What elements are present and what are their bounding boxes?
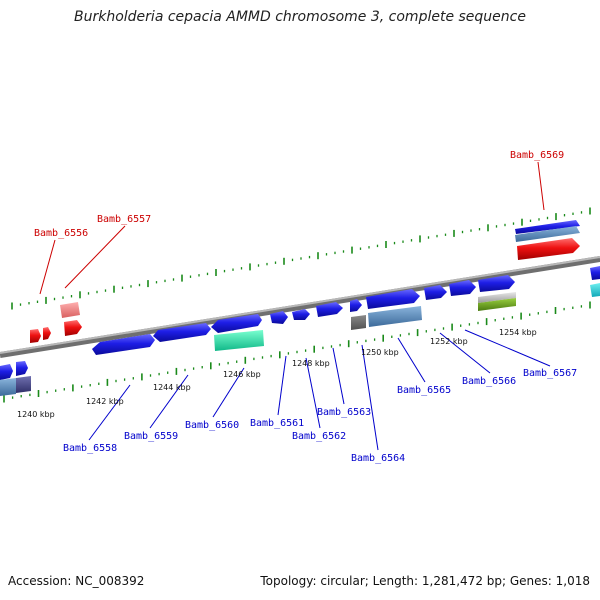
leader-bamb-6557: [64, 225, 126, 289]
gene-arrow[interactable]: [211, 314, 262, 333]
gene-bar[interactable]: [368, 306, 422, 327]
leader-bamb-6569: [537, 161, 545, 211]
gene-label[interactable]: Bamb_6558: [63, 443, 117, 454]
forward-genes: [270, 220, 600, 324]
leader-bamb-6564: [361, 344, 379, 451]
scale-label: 1244 kbp: [153, 383, 191, 392]
leader-bamb-6561: [277, 355, 287, 416]
leader-bamb-6558: [88, 384, 131, 441]
gene-bar[interactable]: [478, 292, 516, 303]
scale-label: 1254 kbp: [499, 328, 537, 337]
gene-arrow[interactable]: [270, 311, 288, 324]
gene-arrow[interactable]: [590, 266, 600, 280]
gene-bamb-6569[interactable]: [515, 220, 580, 234]
gene-bar[interactable]: [478, 298, 516, 311]
gene-bamb-6556[interactable]: [30, 329, 41, 343]
scale-label: 1240 kbp: [17, 410, 55, 419]
gene-labels: Bamb_6556 Bamb_6557 Bamb_6569 Bamb_6558 …: [34, 150, 577, 464]
gene-arrow[interactable]: [478, 275, 515, 292]
leader-bamb-6562: [305, 357, 321, 429]
gene-bar[interactable]: [0, 378, 16, 396]
gene-bar[interactable]: [351, 315, 366, 330]
scale-label: 1246 kbp: [223, 370, 261, 379]
gene-arrow[interactable]: [92, 334, 155, 355]
gene-arrow[interactable]: [292, 309, 310, 320]
lower-scale-ticks: [3, 301, 591, 403]
gene-arrow[interactable]: [449, 280, 476, 296]
backbone-shadow: [0, 256, 600, 358]
scale-label: 1242 kbp: [86, 397, 124, 406]
leader-bamb-6566: [439, 332, 491, 374]
gene-bar[interactable]: [515, 226, 580, 242]
leader-lines: [39, 161, 551, 451]
gene-arrow[interactable]: [0, 364, 13, 380]
leader-bamb-6563: [332, 347, 345, 405]
gene-label[interactable]: Bamb_6557: [97, 214, 151, 225]
accession-text: Accession: NC_008392: [8, 574, 145, 588]
gene-label[interactable]: Bamb_6559: [124, 431, 178, 442]
gene-label[interactable]: Bamb_6560: [185, 420, 239, 431]
gene-label[interactable]: Bamb_6561: [250, 418, 304, 429]
gene-arrow[interactable]: [350, 299, 362, 312]
gene-arrow[interactable]: [153, 323, 211, 342]
gene-bar-red[interactable]: [517, 238, 580, 260]
gene-arrow[interactable]: [16, 361, 28, 376]
gene-label[interactable]: Bamb_6566: [462, 376, 516, 387]
gene-bamb-6556-b[interactable]: [43, 327, 51, 340]
leader-bamb-6567: [464, 329, 551, 367]
leader-bamb-6560: [212, 367, 245, 418]
leader-bamb-6559: [149, 374, 189, 429]
leader-bamb-6556: [39, 239, 56, 295]
gene-label[interactable]: Bamb_6565: [397, 385, 451, 396]
upper-scale-ticks: [11, 207, 591, 310]
gene-arrow[interactable]: [590, 283, 600, 297]
gene-arrow[interactable]: [424, 285, 447, 300]
gene-label[interactable]: Bamb_6567: [523, 368, 577, 379]
gene-bamb-6557-b[interactable]: [64, 320, 82, 336]
gene-label[interactable]: Bamb_6564: [351, 453, 405, 464]
gene-label[interactable]: Bamb_6562: [292, 431, 346, 442]
map-title: Burkholderia cepacia AMMD chromosome 3, …: [74, 9, 526, 25]
topology-text: Topology: circular; Length: 1,281,472 bp…: [260, 574, 590, 588]
reverse-genes: [0, 302, 422, 396]
gene-bar[interactable]: [16, 376, 31, 393]
leader-bamb-6565: [397, 337, 426, 383]
gene-bar[interactable]: [214, 330, 264, 351]
gene-label[interactable]: Bamb_6563: [317, 407, 371, 418]
gene-label[interactable]: Bamb_6556: [34, 228, 88, 239]
gene-bamb-6557[interactable]: [60, 302, 80, 318]
gene-arrow[interactable]: [366, 289, 420, 309]
scale-label: 1252 kbp: [430, 337, 468, 346]
scale-label: 1250 kbp: [361, 348, 399, 357]
backbone-highlight: [0, 256, 600, 354]
gene-arrow[interactable]: [316, 302, 343, 317]
gene-label[interactable]: Bamb_6569: [510, 150, 564, 161]
scale-labels: 1240 kbp 1242 kbp 1244 kbp 1246 kbp 1248…: [17, 328, 537, 419]
scale-label: 1248 kbp: [292, 359, 330, 368]
